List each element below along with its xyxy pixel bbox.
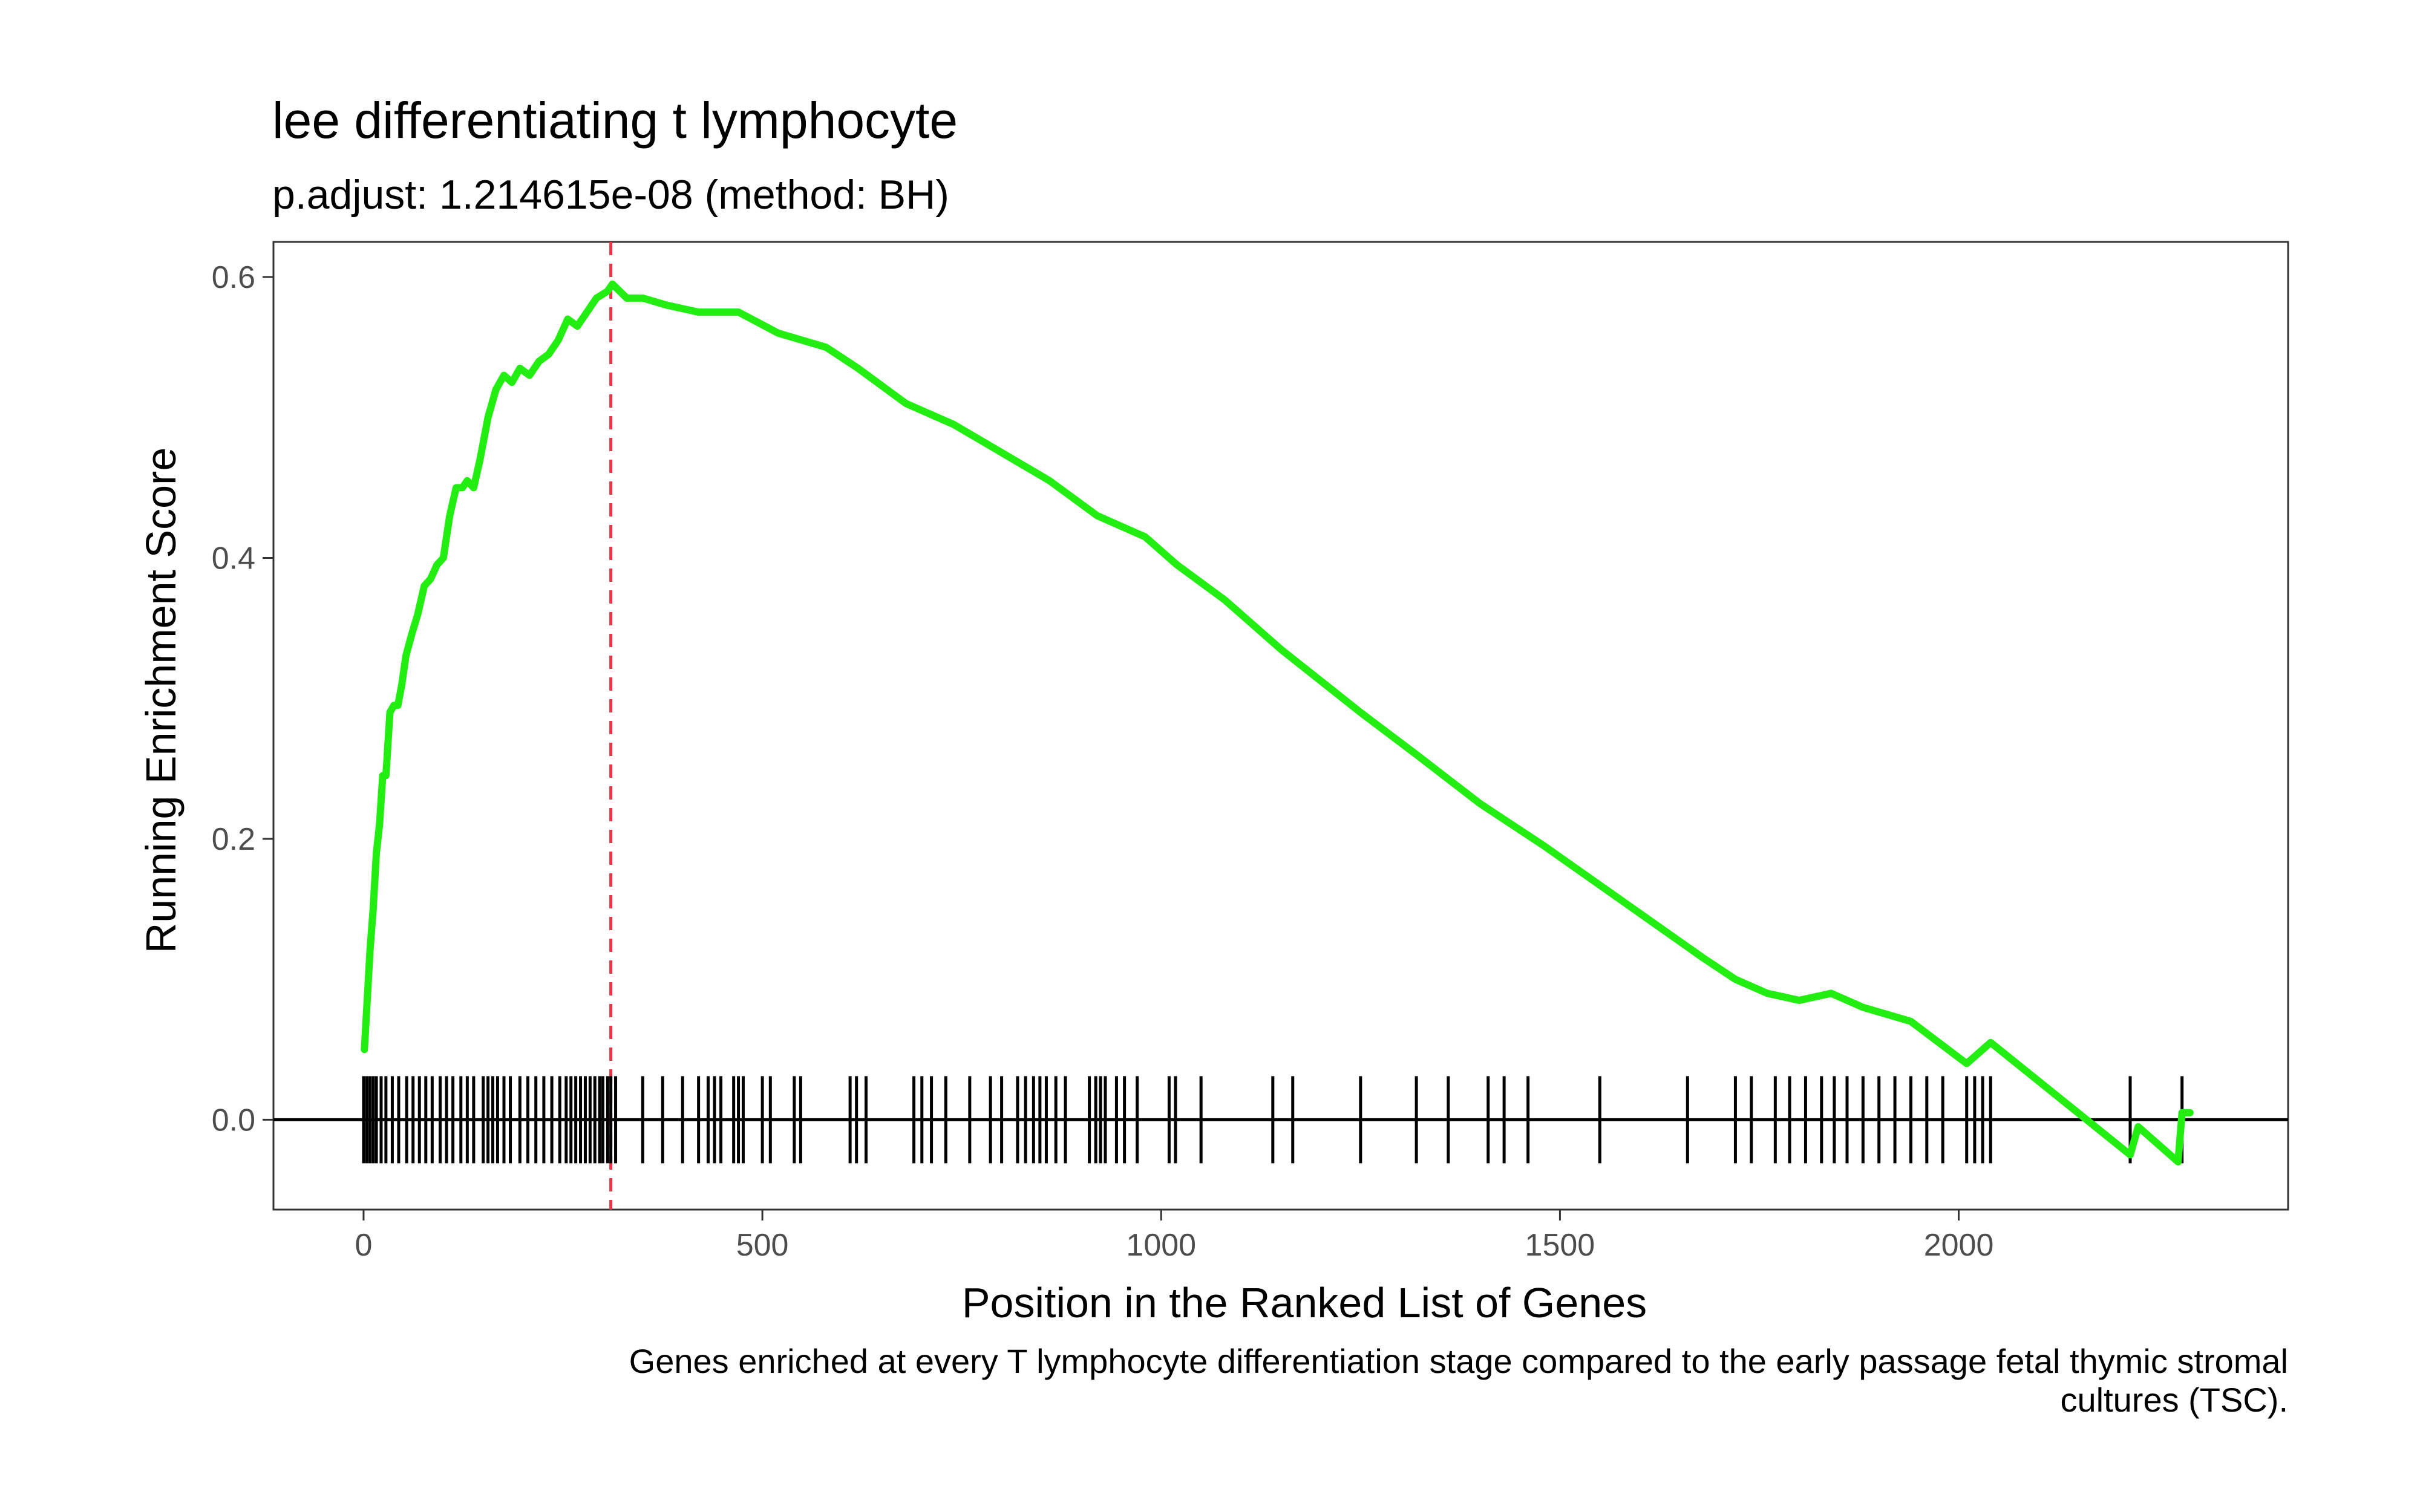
x-axis: 0 500 1000 1500 2000 [355,1210,1994,1263]
y-tick-label: 0.0 [212,1103,255,1138]
panel-border [272,241,2289,1211]
x-tick-label: 2000 [1924,1228,1994,1263]
enrichment-score-line [361,280,2194,1165]
x-tick-label: 1500 [1525,1228,1595,1263]
x-tick-label: 1000 [1126,1228,1196,1263]
y-tick-label: 0.2 [212,822,255,857]
enrichment-series [361,280,2194,1165]
chart-subtitle: p.adjust: 1.214615e-08 (method: BH) [272,172,949,218]
x-tick-label: 500 [736,1228,789,1263]
x-tick-label: 0 [355,1228,373,1263]
y-axis-title: Running Enrichment Score [137,448,185,954]
plot-panel [272,241,2289,1211]
y-axis: 0.0 0.2 0.4 0.6 [212,260,273,1138]
x-axis-title: Position in the Ranked List of Genes [962,1279,1647,1326]
chart-title: lee differentiating t lymphocyte [272,92,958,149]
gene-hit-ticks [362,1076,2184,1164]
caption-line-1: Genes enriched at every T lymphocyte dif… [629,1342,2288,1380]
y-tick-label: 0.6 [212,260,255,295]
y-tick-label: 0.4 [212,541,255,576]
caption-line-2: cultures (TSC). [2061,1381,2289,1419]
